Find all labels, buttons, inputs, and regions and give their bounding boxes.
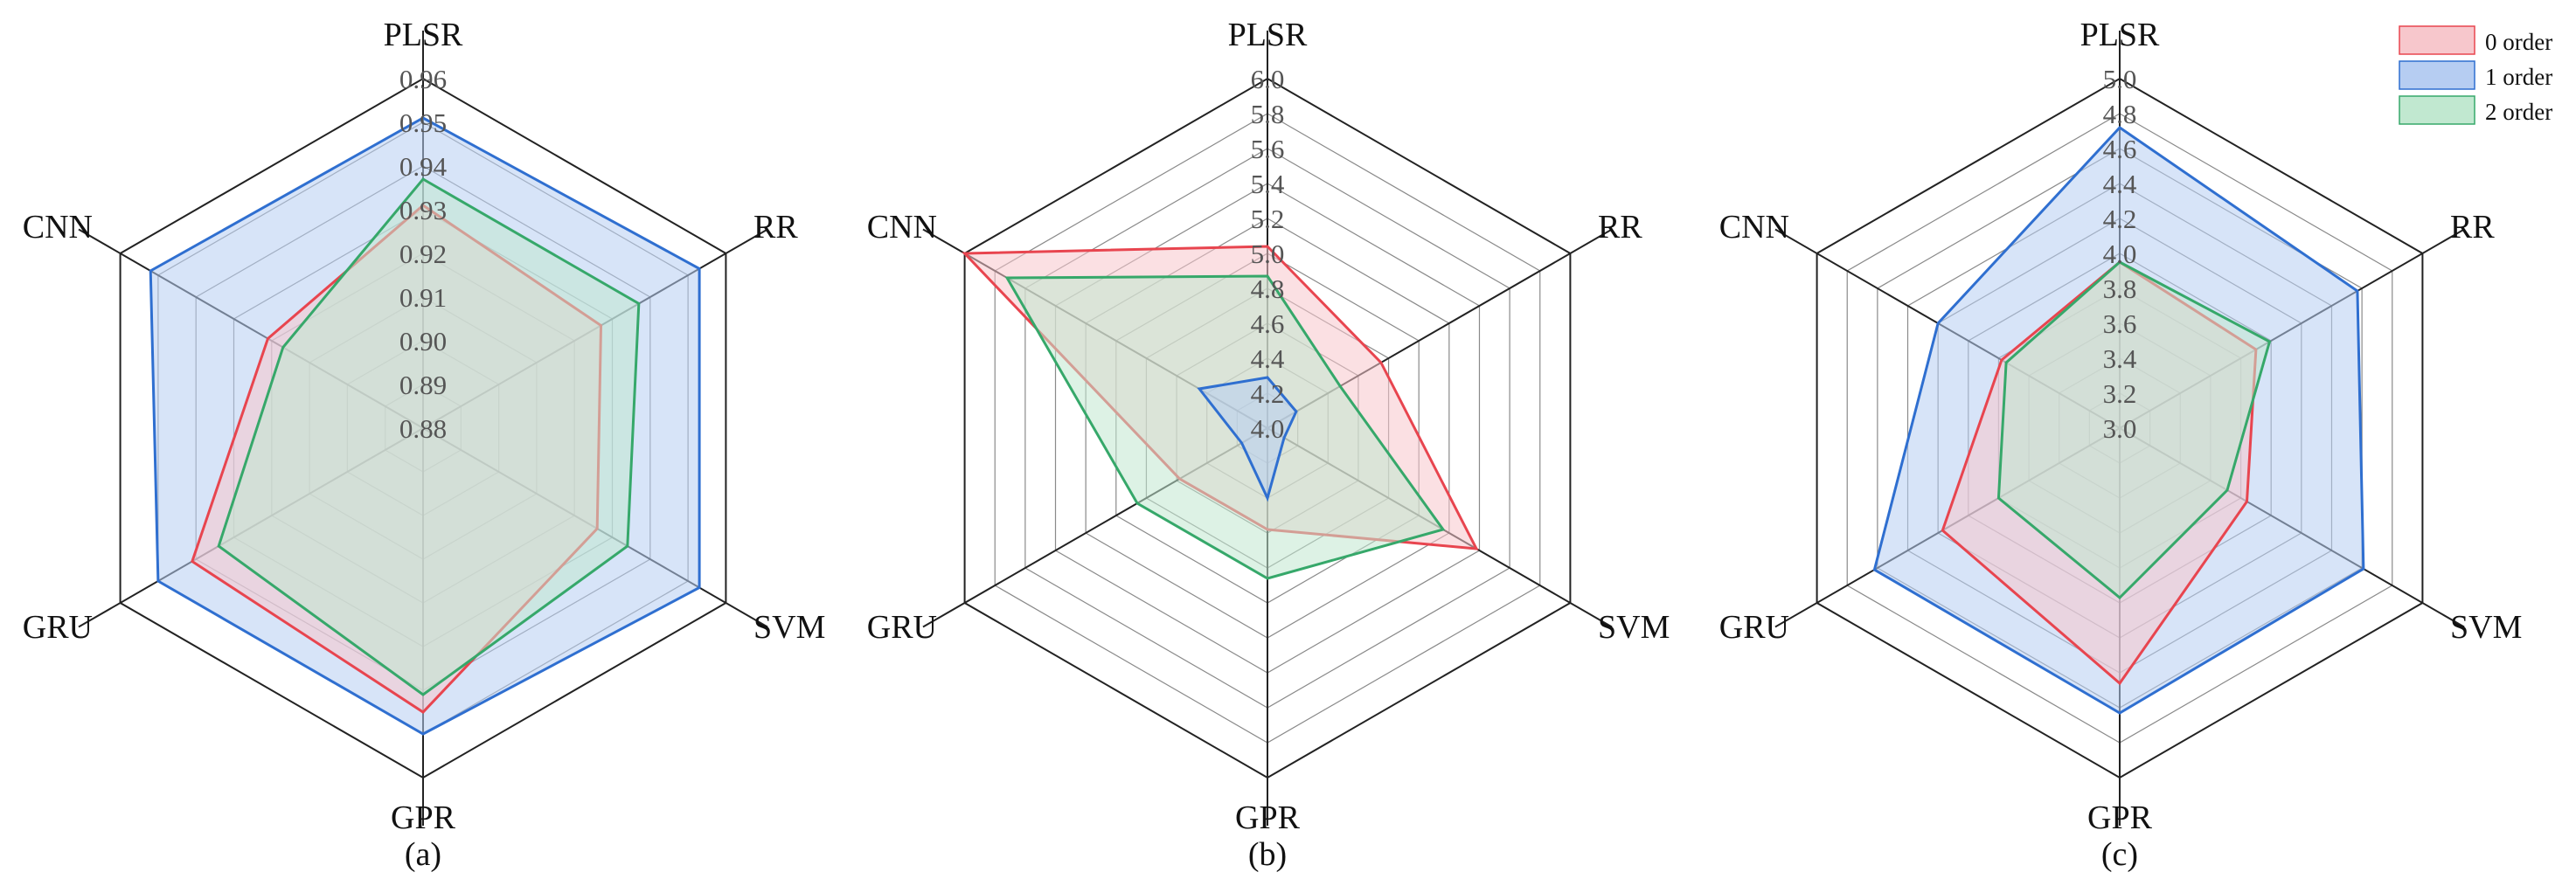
tick-label: 4.2 <box>2103 204 2137 234</box>
tick-label: 0.89 <box>399 370 447 400</box>
axis-label: PLSR <box>384 17 463 53</box>
tick-label: 5.2 <box>1251 204 1285 234</box>
legend-entry: 0 order <box>2399 25 2552 55</box>
axis-label: PLSR <box>2080 17 2160 53</box>
series-area <box>1004 274 1446 580</box>
tick-label: 5.8 <box>1251 99 1285 129</box>
radar-panel: 4.0 4.2 4.4 4.6 4.8 5.0 5.2 5.4 5.6 5.8 6.0 PLSR RR S… <box>867 17 1670 873</box>
tick-label: 5.0 <box>2103 64 2137 94</box>
tick-label: 5.6 <box>1251 134 1285 164</box>
series-area <box>1996 260 2272 600</box>
series-area <box>1197 376 1298 502</box>
panel-caption: (c) <box>2101 836 2138 873</box>
tick-label: 0.90 <box>399 326 447 356</box>
legend-swatch <box>2399 25 2475 55</box>
legend-entry: 1 order <box>2399 60 2552 90</box>
tick-label: 4.8 <box>2103 99 2137 129</box>
tick-label: 6.0 <box>1251 64 1285 94</box>
series-area <box>217 177 641 696</box>
tick-label: 0.91 <box>399 282 447 313</box>
axis-label: SVM <box>2450 609 2522 646</box>
axis-label: CNN <box>23 209 93 246</box>
axis-label: RR <box>2450 209 2495 246</box>
axis-label: SVM <box>753 609 825 646</box>
axis-label: GPR <box>2087 799 2153 836</box>
tick-label: 5.0 <box>1251 239 1285 269</box>
tick-label: 0.94 <box>399 151 448 182</box>
tick-label: 5.4 <box>1251 169 1285 199</box>
tick-label: 0.95 <box>399 107 447 138</box>
tick-label: 4.0 <box>2103 239 2137 269</box>
tick-label: 3.0 <box>2103 413 2137 444</box>
axis-label: CNN <box>867 209 937 246</box>
tick-label: 4.6 <box>1251 308 1285 339</box>
legend-entry: 2 order <box>2399 95 2552 125</box>
axis-label: SVM <box>1598 609 1670 646</box>
axis-label: CNN <box>1719 209 1789 246</box>
tick-label: 0.96 <box>399 64 447 94</box>
radar-panel: 0.88 0.89 0.90 0.91 0.92 0.93 0.94 0.95 0.96 PLSR… <box>23 17 826 873</box>
legend: 0 order 1 order 2 order <box>2399 25 2552 125</box>
legend-label: 2 order <box>2485 99 2552 125</box>
tick-label: 0.88 <box>399 413 447 444</box>
axis-label: GRU <box>867 609 937 646</box>
axis-label: RR <box>753 209 798 246</box>
legend-label: 0 order <box>2485 29 2552 55</box>
tick-label: 4.0 <box>1251 413 1285 444</box>
axis-label: GPR <box>391 799 456 836</box>
tick-label: 4.2 <box>1251 378 1285 409</box>
axis-label: GRU <box>23 609 93 646</box>
tick-label: 3.4 <box>2103 343 2137 374</box>
panel-caption: (a) <box>405 836 441 873</box>
axis-label: GPR <box>1235 799 1301 836</box>
tick-label: 3.6 <box>2103 308 2137 339</box>
tick-label: 3.2 <box>2103 378 2137 409</box>
tick-label: 4.4 <box>2103 169 2137 199</box>
tick-label: 4.4 <box>1251 343 1285 374</box>
panel-caption: (b) <box>1248 836 1287 873</box>
legend-swatch <box>2399 60 2475 90</box>
axis-label: GRU <box>1719 609 1789 646</box>
tick-label: 0.92 <box>399 239 447 269</box>
legend-label: 1 order <box>2485 64 2552 90</box>
tick-label: 0.93 <box>399 195 447 225</box>
radar-panels: 0.88 0.89 0.90 0.91 0.92 0.93 0.94 0.95 0.96 PLSR… <box>23 17 2523 873</box>
legend-swatch <box>2399 95 2475 125</box>
radar-panel: 3.0 3.2 3.4 3.6 3.8 4.0 4.2 4.4 4.6 4.8 5.0 PLSR RR S… <box>1719 17 2523 873</box>
tick-label: 3.8 <box>2103 273 2137 304</box>
tick-label: 4.6 <box>2103 134 2137 164</box>
axis-label: RR <box>1598 209 1642 246</box>
tick-label: 4.8 <box>1251 273 1285 304</box>
axis-label: PLSR <box>1228 17 1308 53</box>
